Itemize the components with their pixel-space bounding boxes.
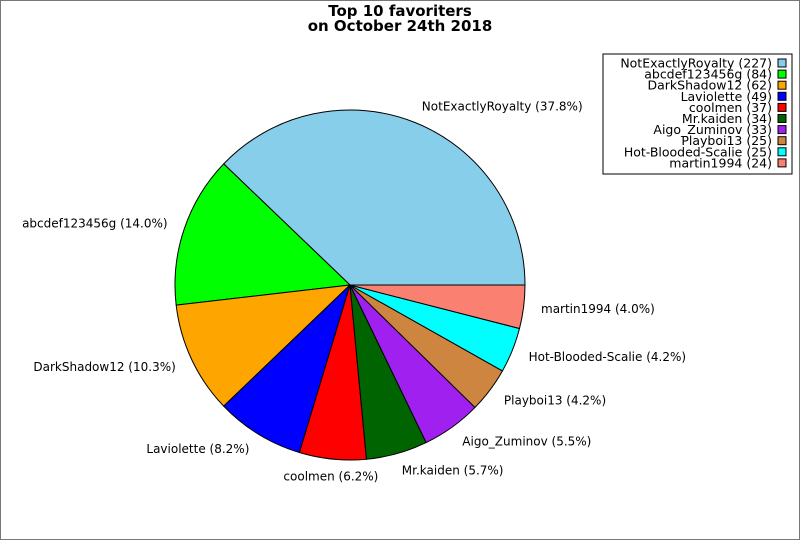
legend-swatch-laviolette xyxy=(777,91,787,101)
legend-swatch-abcdef123456g xyxy=(777,69,787,79)
legend-entry-laviolette: Laviolette (49) xyxy=(681,89,772,104)
legend: NotExactlyRoyalty (227)abcdef123456g (84… xyxy=(602,53,793,175)
legend-entry-mr-kaiden: Mr.kaiden (34) xyxy=(682,111,772,126)
legend-swatch-darkshadow12 xyxy=(777,80,787,90)
slice-labels: NotExactlyRoyalty (37.8%) abcdef123456g (… xyxy=(22,99,686,483)
legend-swatch-aigo-zuminov xyxy=(777,125,787,135)
slice-label-hot-blooded-scalie: Hot-Blooded-Scalie (4.2%) xyxy=(529,350,686,364)
pie-slice-darkshadow12 xyxy=(175,284,351,407)
chart-subtitle: on October 24th 2018 xyxy=(308,17,493,35)
slice-label-playboi13: Playboi13 (4.2%) xyxy=(504,394,606,408)
legend-swatch-hot-blooded-scalie xyxy=(777,147,787,157)
slice-label-laviolette: Laviolette (8.2%) xyxy=(146,442,249,456)
legend-entry-hot-blooded-scalie: Hot-Blooded-Scalie (25) xyxy=(624,144,772,159)
legend-entry-coolmen: coolmen (37) xyxy=(689,100,772,115)
slice-label-darkshadow12: DarkShadow12 (10.3%) xyxy=(33,360,175,374)
legend-swatch-playboi13 xyxy=(777,136,787,146)
pie-slices xyxy=(174,109,526,461)
legend-entry-aigo-zuminov: Aigo_Zuminov (33) xyxy=(653,122,772,137)
slice-label-aigo-zuminov: Aigo_Zuminov (5.5%) xyxy=(462,434,591,448)
legend-entry-darkshadow12: DarkShadow12 (62) xyxy=(647,78,772,93)
legend-entry-playboi13: Playboi13 (25) xyxy=(681,133,772,148)
legend-swatch-mr-kaiden xyxy=(777,114,787,123)
pie-slice-martin1994 xyxy=(349,284,526,330)
chart-title: Top 10 favoriters xyxy=(328,2,472,20)
legend-entry-martin1994: martin1994 (24) xyxy=(669,155,772,170)
slice-label-coolmen: coolmen (6.2%) xyxy=(283,470,378,484)
legend-swatch-martin1994 xyxy=(777,158,787,168)
slice-label-abcdef123456g: abcdef123456g (14.0%) xyxy=(22,217,168,231)
pie-slice-laviolette xyxy=(223,284,351,454)
slice-label-mr-kaiden: Mr.kaiden (5.7%) xyxy=(402,463,504,477)
legend-box xyxy=(602,53,793,175)
pie-slice-notexactlyroyalty xyxy=(223,109,526,286)
legend-entry-abcdef123456g: abcdef123456g (84) xyxy=(644,67,772,82)
slice-label-notexactlyroyalty: NotExactlyRoyalty (37.8%) xyxy=(422,99,583,113)
slice-label-martin1994: martin1994 (4.0%) xyxy=(541,302,655,316)
legend-entry-notexactlyroyalty: NotExactlyRoyalty (227) xyxy=(620,56,772,71)
pie-slice-abcdef123456g xyxy=(174,163,351,306)
legend-swatch-coolmen xyxy=(777,102,787,112)
legend-swatch-notexactlyroyalty xyxy=(777,58,787,68)
